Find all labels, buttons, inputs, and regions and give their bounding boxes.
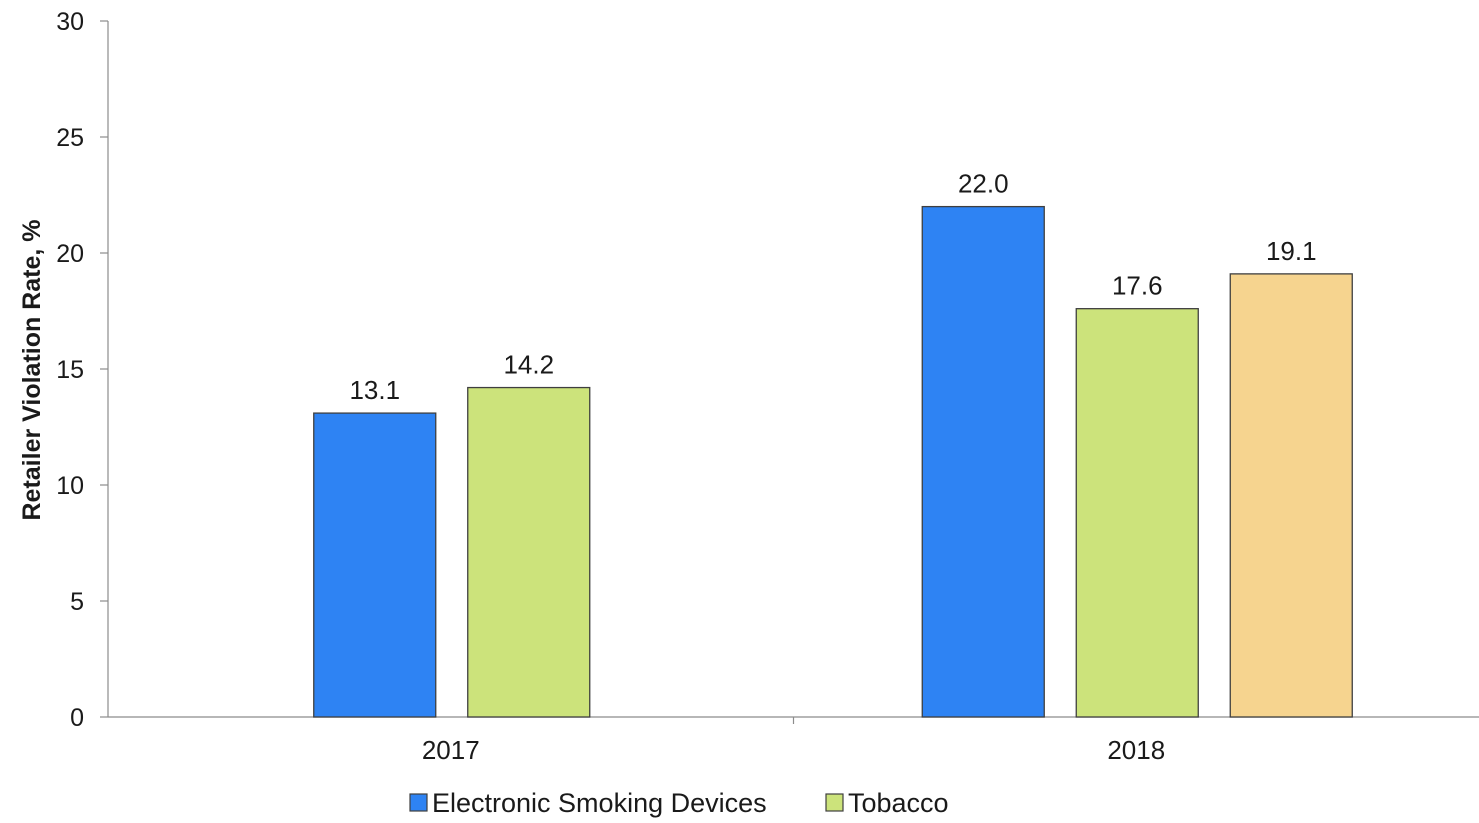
data-label: 13.1 [349, 375, 400, 405]
legend-swatch [825, 793, 844, 812]
x-tick-label: 2018 [1107, 735, 1165, 765]
bar [313, 412, 437, 718]
x-tick-label: 2017 [422, 735, 480, 765]
y-axis-title: Retailer Violation Rate, % [18, 219, 46, 520]
y-tick-label: 10 [56, 472, 84, 500]
y-tick-label: 25 [56, 124, 84, 152]
bar [467, 386, 591, 718]
bars: 13.1 14.2 22.0 17.6 19.1 [313, 169, 1353, 718]
legend: Electronic Smoking Devices Tobacco [409, 788, 949, 818]
y-tick-label: 15 [56, 356, 84, 384]
legend-label: Electronic Smoking Devices [432, 788, 767, 818]
data-label: 19.1 [1266, 236, 1317, 266]
y-tick-label: 30 [56, 8, 84, 36]
legend-label: Tobacco [848, 788, 949, 818]
bar [1075, 308, 1199, 718]
bar [921, 205, 1045, 718]
data-label: 14.2 [503, 350, 554, 380]
legend-swatch [409, 793, 428, 812]
bar [1229, 273, 1353, 718]
y-tick-label: 20 [56, 240, 84, 268]
y-tick-label: 0 [70, 704, 84, 732]
axes: 0 5 10 15 20 25 30 2017 2018 [56, 8, 1479, 765]
data-label: 22.0 [958, 169, 1009, 199]
y-tick-label: 5 [70, 588, 84, 616]
data-label: 17.6 [1112, 271, 1163, 301]
